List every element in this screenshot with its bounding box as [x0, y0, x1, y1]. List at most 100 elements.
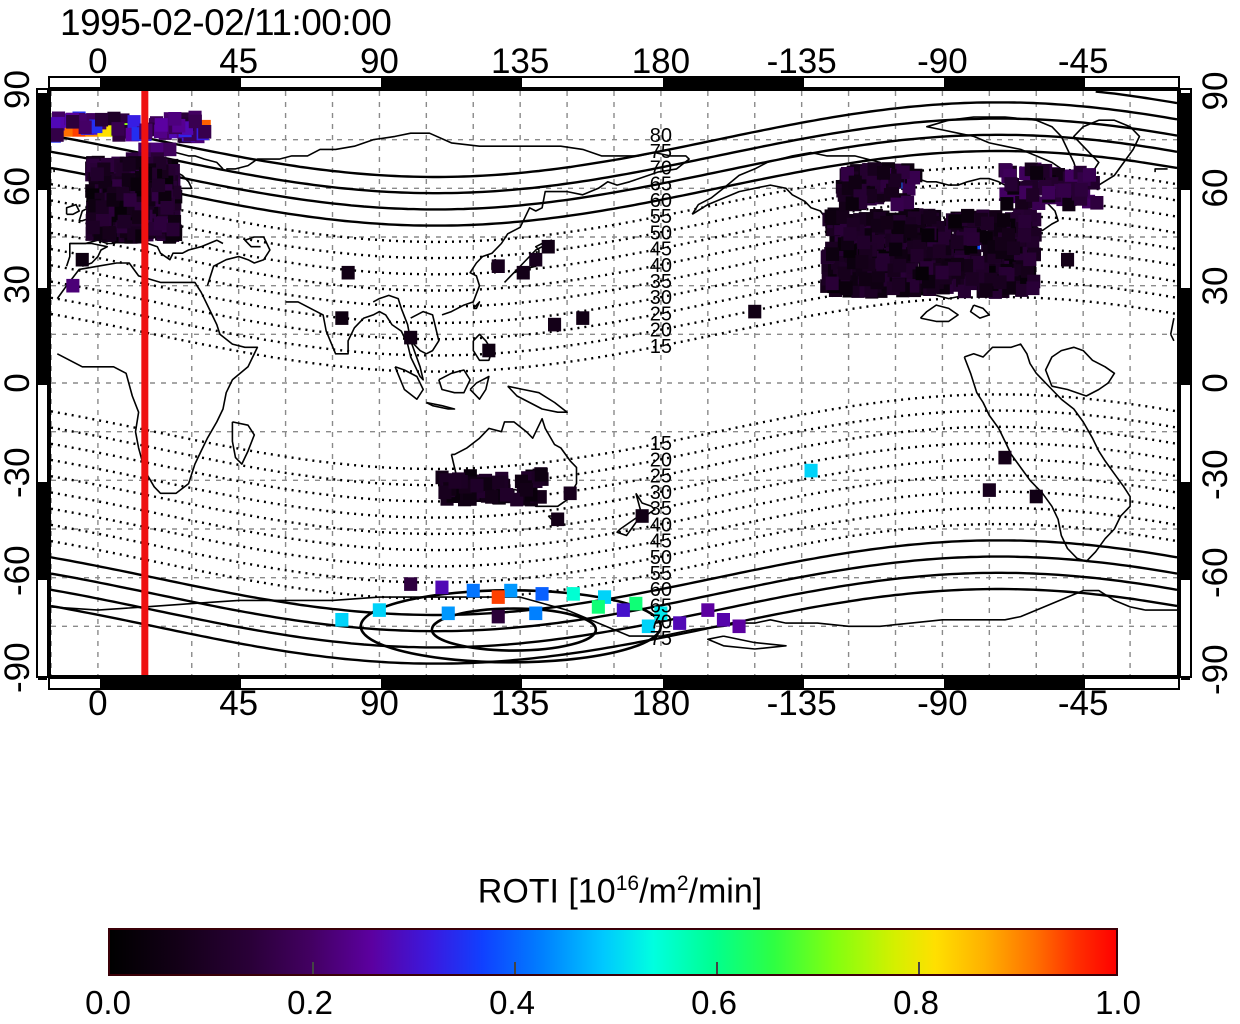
roti-cell — [335, 613, 349, 627]
roti-cell — [1062, 197, 1076, 212]
roti-cell — [107, 111, 121, 126]
contour-label: 60 — [650, 579, 672, 601]
roti-cell — [616, 603, 630, 617]
roti-cell — [843, 227, 857, 241]
roti-cell — [921, 228, 935, 242]
contour-label: 55 — [650, 563, 672, 585]
roti-cell — [1042, 186, 1056, 200]
roti-cell — [629, 596, 643, 611]
roti-cell — [836, 210, 850, 224]
colorbar-tick — [716, 962, 718, 974]
longitude-tick-label: 135 — [490, 684, 550, 723]
roti-cell — [904, 224, 918, 238]
roti-cell — [341, 265, 355, 280]
latitude-tick-label: 60 — [1196, 168, 1235, 208]
colorbar — [108, 928, 1118, 976]
longitude-tick-label: 45 — [219, 684, 259, 723]
contour-label: 20 — [650, 449, 672, 471]
roti-cell — [466, 583, 480, 598]
roti-cell — [961, 209, 975, 223]
colorbar-title: ROTI [1016/m2/min] — [478, 872, 762, 911]
right-axis-band — [1179, 88, 1192, 680]
roti-cell — [982, 483, 996, 497]
roti-cell — [936, 231, 950, 246]
roti-cell — [404, 577, 418, 591]
contour-label: 25 — [650, 303, 672, 325]
roti-cell — [166, 222, 180, 237]
longitude-tick-label: -135 — [766, 42, 837, 81]
axis-tick-segment — [38, 287, 47, 385]
roti-cell — [160, 201, 174, 215]
left-axis-band — [36, 88, 49, 680]
roti-cell — [102, 226, 116, 240]
contour-label: 40 — [650, 255, 672, 277]
roti-cell — [901, 195, 915, 210]
axis-tick-segment — [1181, 677, 1190, 680]
roti-cell — [95, 112, 109, 127]
roti-cell — [1000, 197, 1014, 211]
roti-cell — [857, 235, 871, 250]
contour-label: 70 — [650, 612, 672, 634]
colorbar-title-tail2: /min] — [688, 872, 763, 911]
longitude-tick-label: -45 — [1057, 684, 1109, 723]
latitude-tick-label: -30 — [1196, 449, 1235, 501]
axis-tick-segment — [38, 677, 47, 680]
roti-cell — [892, 220, 906, 235]
axis-tick-segment — [99, 679, 241, 688]
roti-cell — [491, 259, 505, 273]
contour-label: 15 — [650, 433, 672, 455]
longitude-tick-label: 0 — [88, 42, 108, 81]
roti-cell — [541, 239, 555, 254]
latitude-tick-label: 0 — [1196, 373, 1235, 393]
roti-cell — [66, 115, 80, 129]
roti-cell — [902, 181, 916, 196]
roti-cell — [837, 266, 851, 281]
roti-cell — [1090, 196, 1104, 210]
roti-cell — [90, 167, 104, 181]
roti-cell — [154, 118, 168, 132]
roti-cell — [932, 244, 946, 258]
roti-cell — [915, 266, 929, 281]
roti-cell — [576, 311, 590, 325]
colorbar-title-main: ROTI [10 — [477, 872, 616, 911]
contour-label: 30 — [650, 287, 672, 309]
axis-tick-segment — [1181, 482, 1190, 580]
roti-cell — [1018, 228, 1032, 243]
roti-cell — [163, 142, 177, 157]
roti-cell — [1082, 168, 1096, 182]
roti-cell — [888, 173, 902, 188]
colorbar-tick-label: 0.6 — [691, 984, 737, 1021]
roti-cell — [701, 603, 715, 617]
contour-label: 45 — [650, 239, 672, 261]
colorbar-tick-label: 0.4 — [489, 984, 535, 1021]
roti-cell — [130, 177, 144, 192]
colorbar-title-exponent2: 2 — [676, 872, 689, 895]
roti-cell — [748, 304, 762, 319]
roti-cell — [519, 483, 533, 497]
roti-cell — [979, 283, 993, 297]
contour-labels: 1520253035404550556065707580152025303540… — [650, 125, 672, 650]
roti-cell — [482, 343, 496, 358]
roti-cell — [1018, 215, 1032, 229]
roti-cell — [448, 475, 462, 489]
contour-label: 65 — [650, 174, 672, 196]
top-axis-band — [48, 76, 1180, 89]
roti-cell — [1006, 241, 1020, 256]
roti-cell — [1023, 252, 1037, 267]
colorbar-tick — [312, 962, 314, 974]
roti-cell — [117, 214, 131, 229]
roti-cell — [641, 619, 655, 634]
page-title: 1995-02-02/11:00:00 — [60, 2, 392, 43]
latitude-tick-label: 90 — [1196, 71, 1235, 111]
roti-cell — [876, 257, 890, 272]
axis-tick-segment — [381, 679, 523, 688]
contour-label: 40 — [650, 514, 672, 536]
contour-label: 65 — [650, 595, 672, 617]
roti-cell — [1030, 166, 1044, 180]
roti-cell — [548, 317, 562, 332]
roti-cell — [966, 232, 980, 246]
axis-tick-segment — [662, 679, 804, 688]
colorbar-tick — [514, 962, 516, 974]
colorbar-title-exponent: 16 — [615, 872, 640, 895]
contour-label: 35 — [650, 271, 672, 293]
